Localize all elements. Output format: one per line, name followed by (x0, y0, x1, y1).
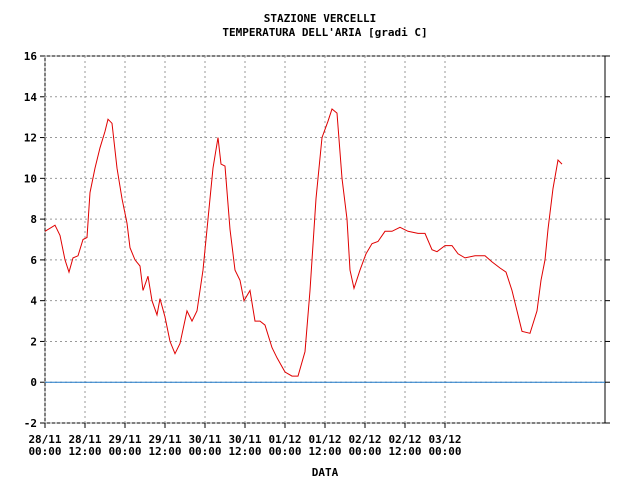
x-tick-label-line: 12:00 (228, 445, 261, 458)
x-axis-label: DATA (312, 466, 339, 479)
y-tick-label: 6 (30, 254, 37, 267)
x-tick-label-line: 00:00 (268, 445, 301, 458)
x-tick-label: 03/12 00:00 (428, 433, 461, 458)
x-tick-label-line: 28/11 (68, 433, 101, 446)
x-tick-label-line: 02/12 (388, 433, 421, 446)
x-tick-label-line: 30/11 (228, 433, 261, 446)
x-tick-label-line: 12:00 (308, 445, 341, 458)
x-tick-label: 28/11 00:00 (28, 433, 61, 458)
x-tick-label-line: 12:00 (148, 445, 181, 458)
chart-title: STAZIONE VERCELLI (264, 12, 377, 25)
y-tick-label: -2 (24, 417, 37, 430)
y-tick-label: 10 (24, 172, 37, 185)
y-tick-label: 4 (30, 295, 37, 308)
y-tick-label: 16 (24, 50, 38, 63)
x-tick-label: 29/11 00:00 (108, 433, 141, 458)
x-tick-label: 02/12 12:00 (388, 433, 421, 458)
x-tick-label-line: 00:00 (428, 445, 461, 458)
x-tick-label-line: 12:00 (388, 445, 421, 458)
y-tick-label: 14 (24, 91, 38, 104)
x-tick-label-line: 00:00 (28, 445, 61, 458)
y-tick-label: 2 (30, 335, 37, 348)
x-tick-label-line: 01/12 (268, 433, 301, 446)
x-tick-label: 01/12 00:00 (268, 433, 301, 458)
x-tick-label: 02/12 00:00 (348, 433, 381, 458)
x-tick-label-line: 29/11 (148, 433, 181, 446)
y-tick-label: 8 (30, 213, 37, 226)
x-tick-label-line: 00:00 (108, 445, 141, 458)
x-tick-label: 01/12 12:00 (308, 433, 341, 458)
x-tick-label-line: 30/11 (188, 433, 221, 446)
x-tick-label-line: 00:00 (348, 445, 381, 458)
line-series (44, 108, 563, 377)
x-tick-label-line: 00:00 (188, 445, 221, 458)
x-tick-label-line: 03/12 (428, 433, 461, 446)
x-tick-label-line: 01/12 (308, 433, 341, 446)
x-tick-label-line: 29/11 (108, 433, 141, 446)
y-tick-label: 12 (24, 132, 37, 145)
y-tick-label: 0 (30, 376, 37, 389)
x-tick-label: 30/11 00:00 (188, 433, 221, 458)
chart-subtitle: TEMPERATURA DELL'ARIA [gradi C] (222, 26, 427, 39)
x-tick-label: 30/11 12:00 (228, 433, 261, 458)
x-tick-label: 29/11 12:00 (148, 433, 181, 458)
x-tick-label-line: 02/12 (348, 433, 381, 446)
x-tick-label: 28/11 12:00 (68, 433, 101, 458)
x-tick-label-line: 28/11 (28, 433, 61, 446)
x-tick-label-line: 12:00 (68, 445, 101, 458)
